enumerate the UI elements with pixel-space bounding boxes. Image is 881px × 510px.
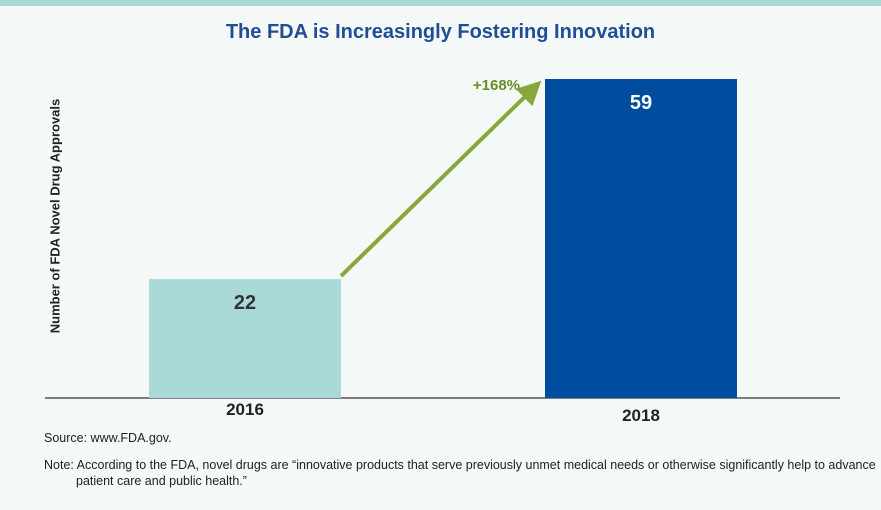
- bar-value-label-2016: 22: [234, 292, 256, 314]
- top-accent-rule: [0, 0, 881, 6]
- source-text: Source: www.FDA.gov.: [44, 431, 172, 445]
- bar-2018: [545, 79, 737, 398]
- chart-title: The FDA is Increasingly Fostering Innova…: [225, 21, 656, 43]
- growth-arrow: [339, 80, 542, 278]
- x-tick-label-2018: 2018: [622, 406, 660, 425]
- note-text: Note: According to the FDA, novel drugs …: [44, 458, 876, 488]
- bar-2016: [149, 279, 341, 398]
- x-tick-label-2016: 2016: [226, 400, 264, 419]
- bar-value-label-2018: 59: [630, 92, 652, 114]
- growth-label: +168%: [473, 77, 520, 94]
